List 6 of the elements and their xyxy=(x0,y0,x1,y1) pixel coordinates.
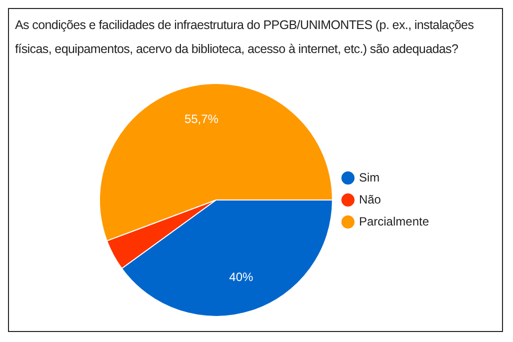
legend-label: Não xyxy=(358,192,382,206)
data-label: 55,7% xyxy=(184,112,219,126)
data-label: 40% xyxy=(229,270,254,284)
chart-title: As condições e facilidades de infraestrutura do PPGB/UNIMONTES (p. ex., instalações físicas, equipamentos, acervo da biblioteca, acesso à internet, etc.) são adequadas? xyxy=(14,17,475,58)
legend-label: Sim xyxy=(358,170,380,184)
legend-label: Parcialmente xyxy=(358,214,430,228)
